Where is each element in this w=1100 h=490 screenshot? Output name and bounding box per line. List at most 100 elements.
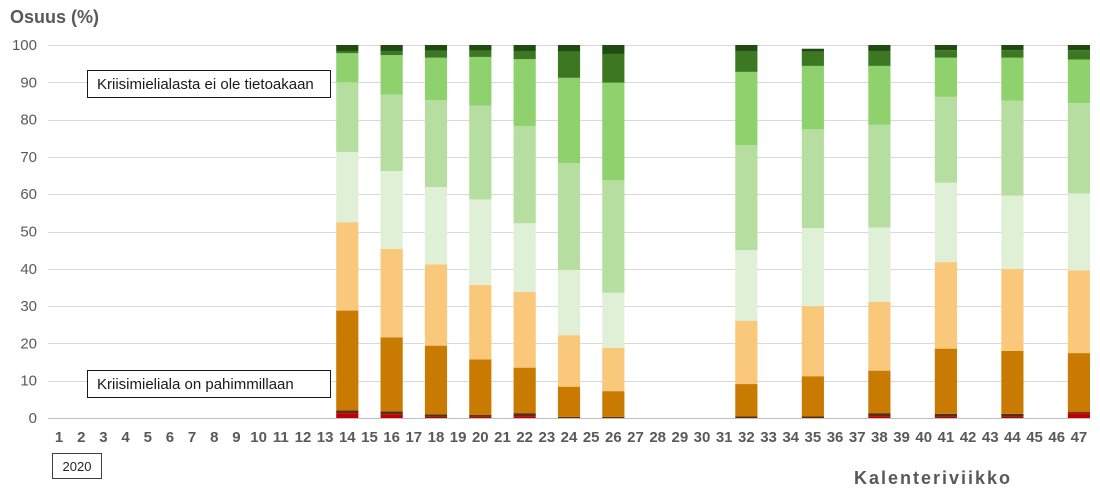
bar-segment — [424, 100, 448, 188]
x-tick-label: 16 — [383, 429, 400, 446]
bar-week-41 — [934, 45, 957, 418]
x-tick-label: 21 — [494, 429, 511, 446]
x-tick-label: 17 — [405, 429, 422, 446]
y-tick-labels: 0 10 20 30 40 50 60 70 80 90 100 — [12, 37, 37, 427]
bar-segment — [735, 384, 758, 417]
bar-segment — [469, 416, 492, 418]
y-tick-label: 10 — [20, 373, 37, 390]
bar-segment — [1001, 50, 1024, 58]
bar-segment — [513, 125, 536, 224]
bar-segment — [513, 367, 536, 414]
y-tick-label: 100 — [12, 37, 37, 54]
bar-segment — [934, 50, 957, 58]
bar-segment — [934, 57, 957, 97]
x-tick-label: 19 — [450, 429, 467, 446]
bar-segment — [868, 416, 891, 418]
year-label-box — [52, 453, 102, 479]
bar-segment — [336, 82, 359, 153]
bar-segment — [1067, 59, 1090, 104]
bar-segment — [602, 292, 625, 348]
bar-segment — [1067, 353, 1090, 413]
bar-week-38 — [868, 45, 891, 418]
x-tick-label: 46 — [1048, 429, 1065, 446]
x-tick-label: 1 — [55, 429, 63, 446]
x-tick-label: 39 — [893, 429, 910, 446]
year-label: 2020 — [52, 453, 102, 479]
bar-week-47 — [1067, 45, 1090, 418]
bar-segment — [469, 50, 492, 57]
bar-segment — [336, 45, 359, 51]
bar-segment — [868, 50, 891, 66]
x-tick-label: 31 — [716, 429, 733, 446]
x-tick-label: 29 — [672, 429, 689, 446]
bar-segment — [602, 347, 625, 392]
bar-segment — [424, 50, 448, 58]
bar-week-24 — [557, 45, 581, 418]
bar-segment — [735, 320, 758, 385]
y-tick-label: 0 — [29, 410, 37, 427]
bar-segment — [557, 45, 581, 52]
bar-segment — [336, 53, 359, 83]
bar-segment — [557, 386, 581, 417]
bar-segment — [557, 51, 581, 78]
bar-segment — [1067, 193, 1090, 271]
bar-segment — [1067, 50, 1090, 60]
bar-segment — [513, 416, 536, 418]
bar-segment — [868, 227, 891, 302]
bar-segment — [868, 413, 891, 417]
bar-segment — [380, 50, 403, 56]
x-tick-label: 9 — [232, 429, 240, 446]
bar-segment — [1067, 412, 1090, 414]
bar-segment — [868, 45, 891, 51]
bar-segment — [513, 50, 536, 60]
x-tick-label: 20 — [472, 429, 489, 446]
bar-segment — [801, 306, 824, 377]
bar-segment — [380, 171, 403, 250]
bar-segment — [801, 416, 824, 418]
bar-week-22 — [513, 45, 536, 418]
bar-segment — [868, 370, 891, 414]
y-tick-label: 20 — [20, 335, 37, 352]
x-tick-labels: 1 2 3 4 5 6 7 8 9 10 11 12 13 14 15 16 17 18 19 20 21 22 23 24 2… — [55, 429, 1087, 446]
x-tick-label: 33 — [760, 429, 777, 446]
x-tick-label: 25 — [583, 429, 600, 446]
annotation-bottom: Kriisimieliala on pahimmillaan — [87, 370, 331, 398]
bar-segment — [336, 413, 359, 418]
x-tick-label: 7 — [188, 429, 196, 446]
bar-segment — [801, 376, 824, 417]
x-tick-label: 45 — [1026, 429, 1043, 446]
bar-segment — [557, 77, 581, 164]
bar-series — [336, 45, 1090, 418]
bar-segment — [735, 416, 758, 418]
bar-segment — [513, 59, 536, 126]
bar-segment — [602, 391, 625, 417]
bar-segment — [934, 416, 957, 418]
bar-week-16 — [380, 45, 403, 418]
y-tick-label: 60 — [20, 186, 37, 203]
bar-segment — [801, 228, 824, 307]
bar-segment — [336, 410, 359, 414]
bar-segment — [380, 94, 403, 172]
x-tick-label: 34 — [782, 429, 799, 446]
bar-segment — [602, 53, 625, 83]
x-tick-label: 26 — [605, 429, 622, 446]
x-tick-label: 18 — [428, 429, 445, 446]
bar-segment — [801, 51, 824, 66]
y-tick-label: 40 — [20, 261, 37, 278]
bar-segment — [557, 335, 581, 387]
y-tick-label: 80 — [20, 112, 37, 129]
bar-segment — [336, 50, 359, 54]
bar-segment — [801, 48, 824, 52]
bar-segment — [469, 284, 492, 360]
bar-segment — [1067, 45, 1090, 51]
x-tick-label: 41 — [938, 429, 955, 446]
bar-segment — [1067, 103, 1090, 194]
bar-segment — [1067, 270, 1090, 354]
bar-segment — [469, 56, 492, 106]
bar-segment — [469, 45, 492, 51]
bar-segment — [424, 345, 448, 415]
y-tick-label: 90 — [20, 74, 37, 91]
x-tick-label: 6 — [166, 429, 174, 446]
bar-week-18 — [424, 45, 448, 418]
